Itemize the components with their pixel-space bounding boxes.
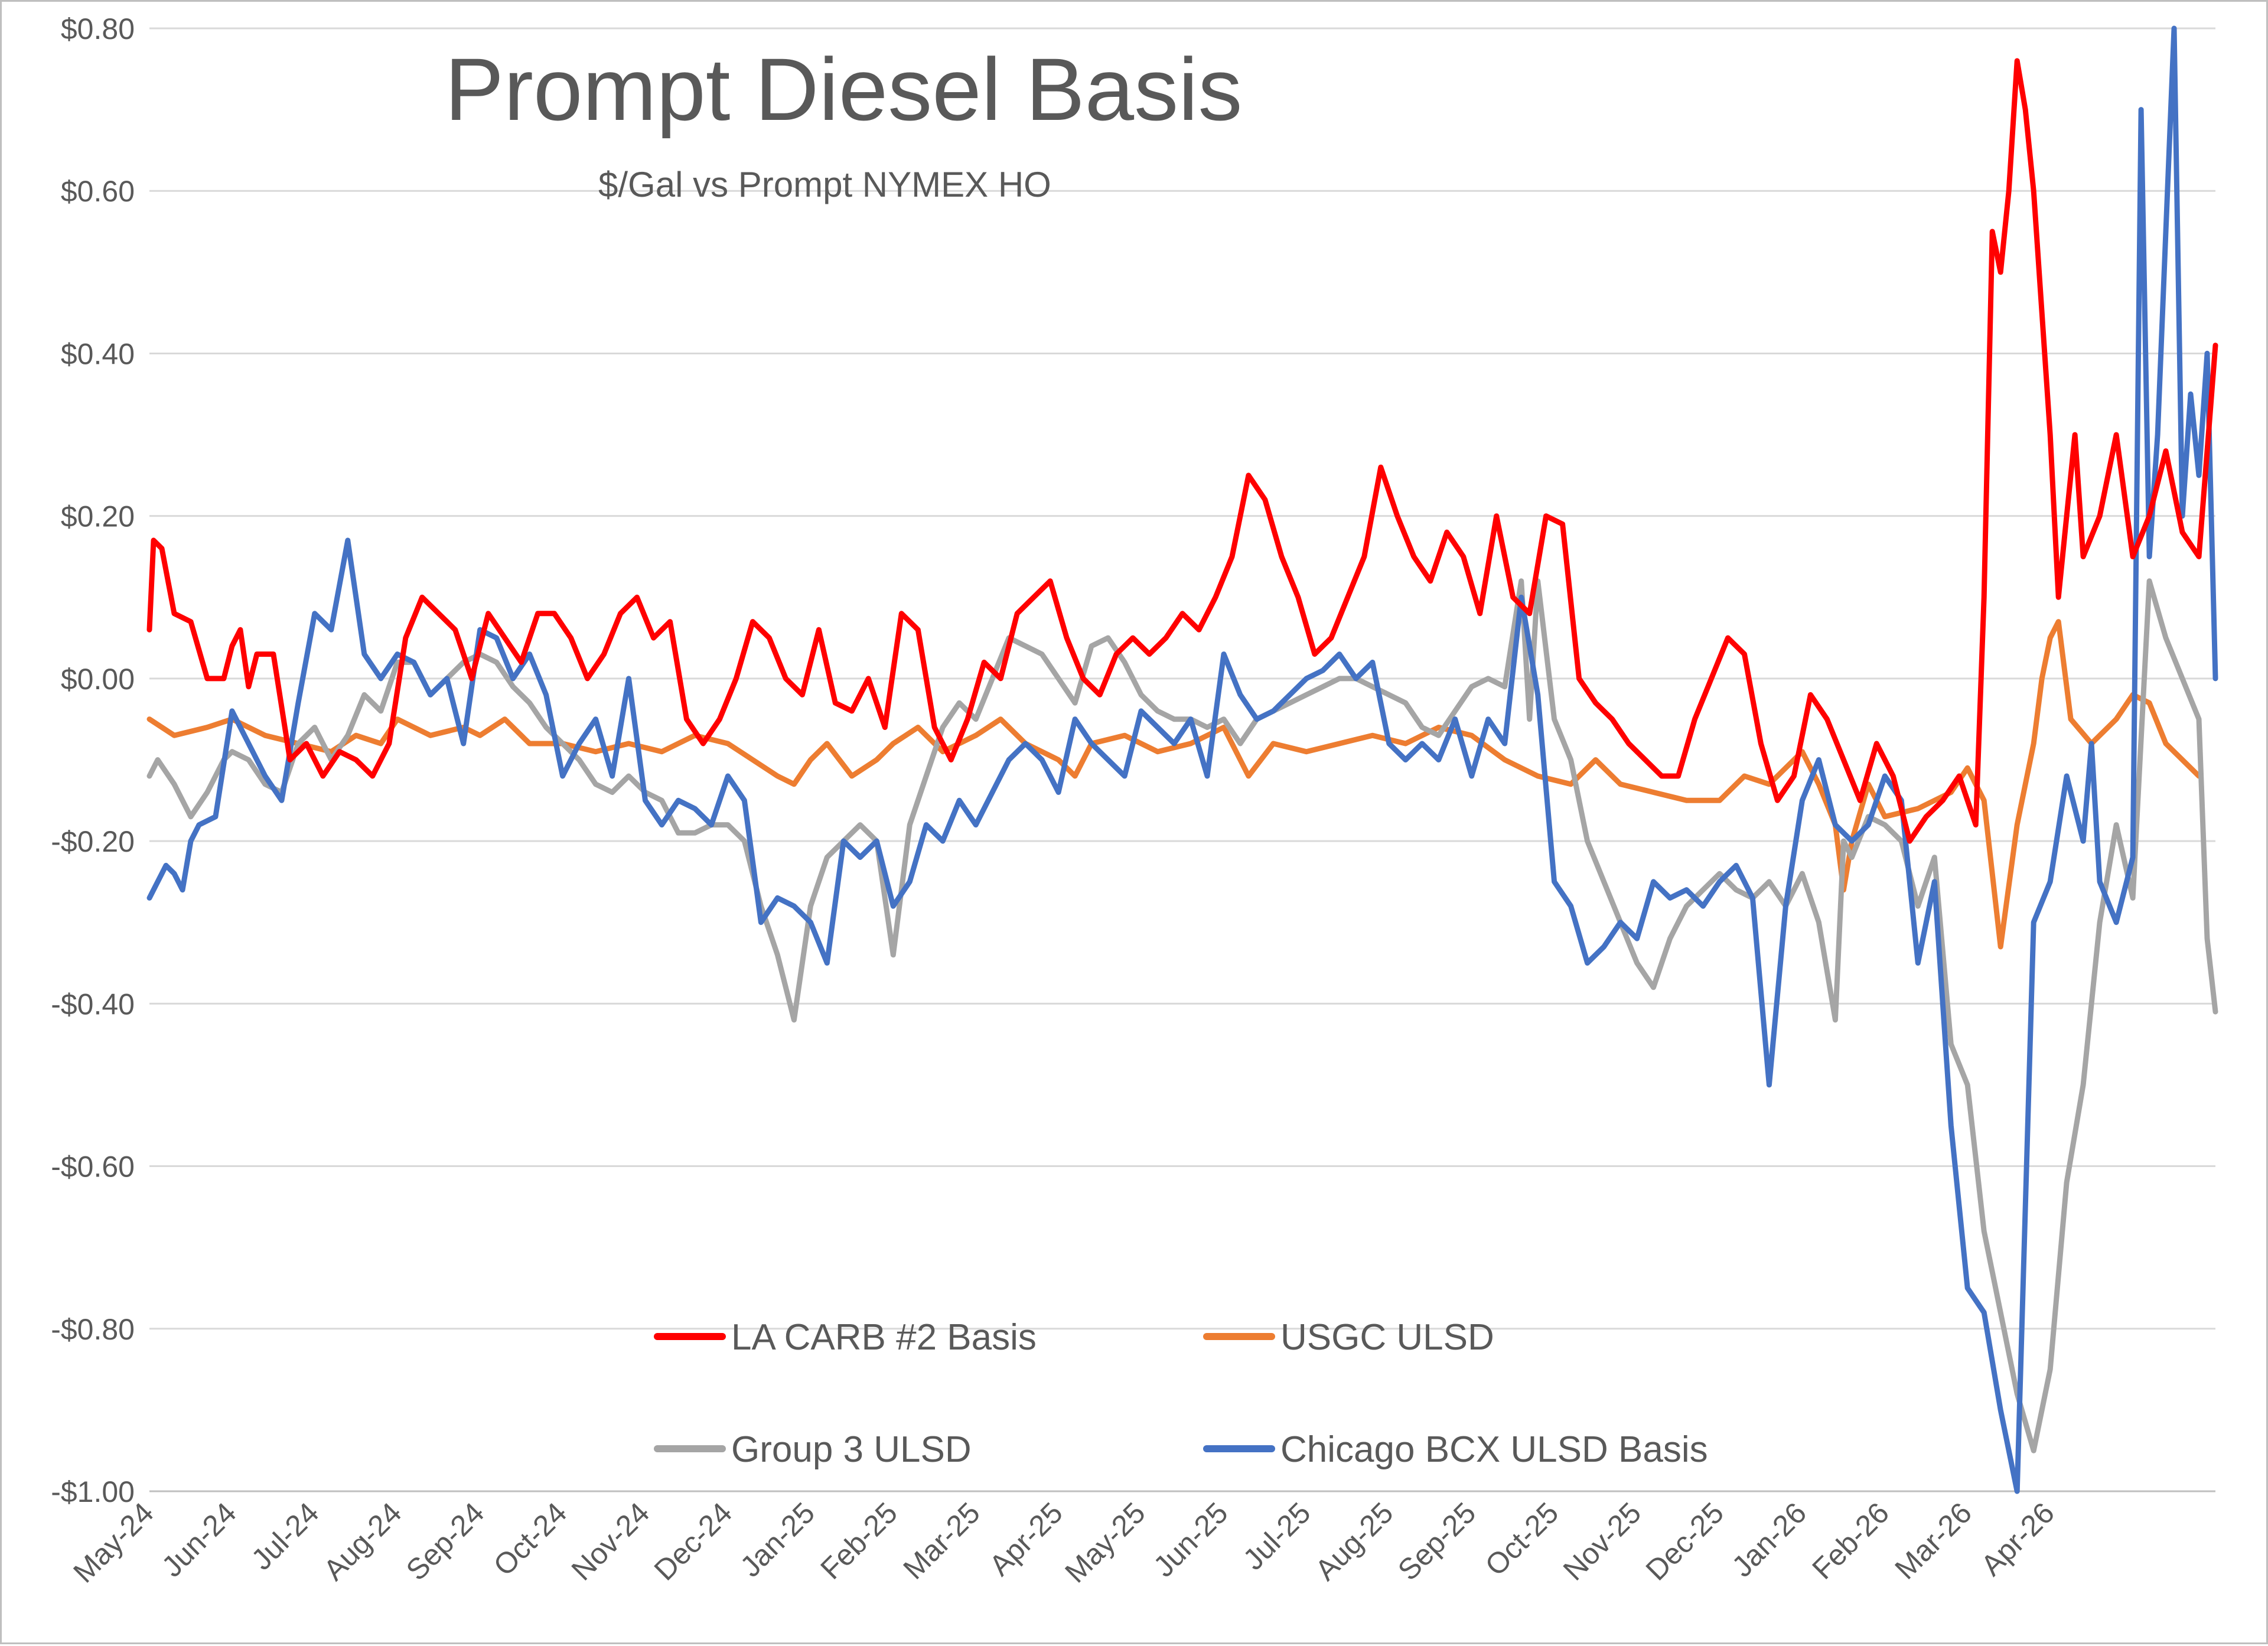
x-tick-label: Dec-25 xyxy=(1640,1496,1731,1587)
y-tick-label: $0.00 xyxy=(61,663,135,696)
x-tick-label: May-24 xyxy=(67,1496,159,1589)
y-tick-label: -$0.20 xyxy=(51,825,135,858)
y-tick-label: -$0.80 xyxy=(51,1313,135,1346)
x-tick-label: Jan-26 xyxy=(1725,1496,1813,1583)
legend-label: LA CARB #2 Basis xyxy=(731,1317,1037,1358)
series-line-la-carb-2-basis xyxy=(146,58,2218,844)
y-axis-ticks: $0.80 $0.60 $0.40 $0.20 $0.00 -$0.20 -$0.40 -$0… xyxy=(51,12,135,1508)
x-tick-label: Jun-24 xyxy=(155,1496,243,1583)
chart-subtitle: $/Gal vs Prompt NYMEX HO xyxy=(598,165,1051,204)
legend-label: Group 3 ULSD xyxy=(731,1429,972,1470)
x-tick-label: Apr-26 xyxy=(1974,1496,2061,1582)
x-tick-label: Nov-24 xyxy=(565,1496,656,1587)
y-tick-label: -$0.60 xyxy=(51,1150,135,1184)
y-tick-label: $0.80 xyxy=(61,12,135,45)
y-tick-label: $0.60 xyxy=(61,175,135,208)
x-tick-label: Apr-25 xyxy=(983,1496,1069,1582)
y-tick-label: $0.20 xyxy=(61,500,135,533)
gridlines xyxy=(149,27,2215,1492)
x-tick-label: May-25 xyxy=(1058,1496,1151,1589)
y-tick-label: $0.40 xyxy=(61,337,135,370)
x-tick-label: Aug-25 xyxy=(1309,1496,1400,1587)
x-tick-label: Jul-25 xyxy=(1237,1496,1317,1576)
x-tick-label: Dec-24 xyxy=(648,1496,739,1587)
series-line-group-3-ulsd xyxy=(146,578,2218,1453)
x-tick-label: Mar-25 xyxy=(897,1496,986,1586)
x-tick-label: Oct-24 xyxy=(487,1496,573,1582)
x-tick-label: Jun-25 xyxy=(1147,1496,1234,1583)
y-tick-label: -$0.40 xyxy=(51,987,135,1021)
x-tick-label: Feb-26 xyxy=(1806,1496,1895,1586)
series-lines xyxy=(146,25,2218,1494)
chart-title: Prompt Diesel Basis xyxy=(445,40,1242,139)
x-tick-label: Jan-25 xyxy=(734,1496,821,1583)
series-line-usgc-ulsd xyxy=(146,619,2202,950)
x-tick-label: Oct-25 xyxy=(1479,1496,1565,1582)
x-tick-label: Mar-26 xyxy=(1888,1496,1978,1586)
legend-label: Chicago BCX ULSD Basis xyxy=(1280,1429,1708,1470)
x-tick-label: Feb-25 xyxy=(814,1496,904,1586)
y-tick-label: -$1.00 xyxy=(51,1475,135,1508)
legend: LA CARB #2 Basis USGC ULSD Group 3 ULSD Chi… xyxy=(654,1317,1708,1470)
x-tick-label: Sep-25 xyxy=(1392,1496,1482,1587)
x-tick-label: Jul-24 xyxy=(245,1496,325,1576)
x-tick-label: Nov-25 xyxy=(1557,1496,1648,1587)
legend-label: USGC ULSD xyxy=(1280,1317,1494,1358)
series-line-chicago-bcx-ulsd-basis xyxy=(146,25,2218,1494)
x-tick-label: Aug-24 xyxy=(317,1496,408,1587)
x-tick-label: Sep-24 xyxy=(400,1496,491,1587)
